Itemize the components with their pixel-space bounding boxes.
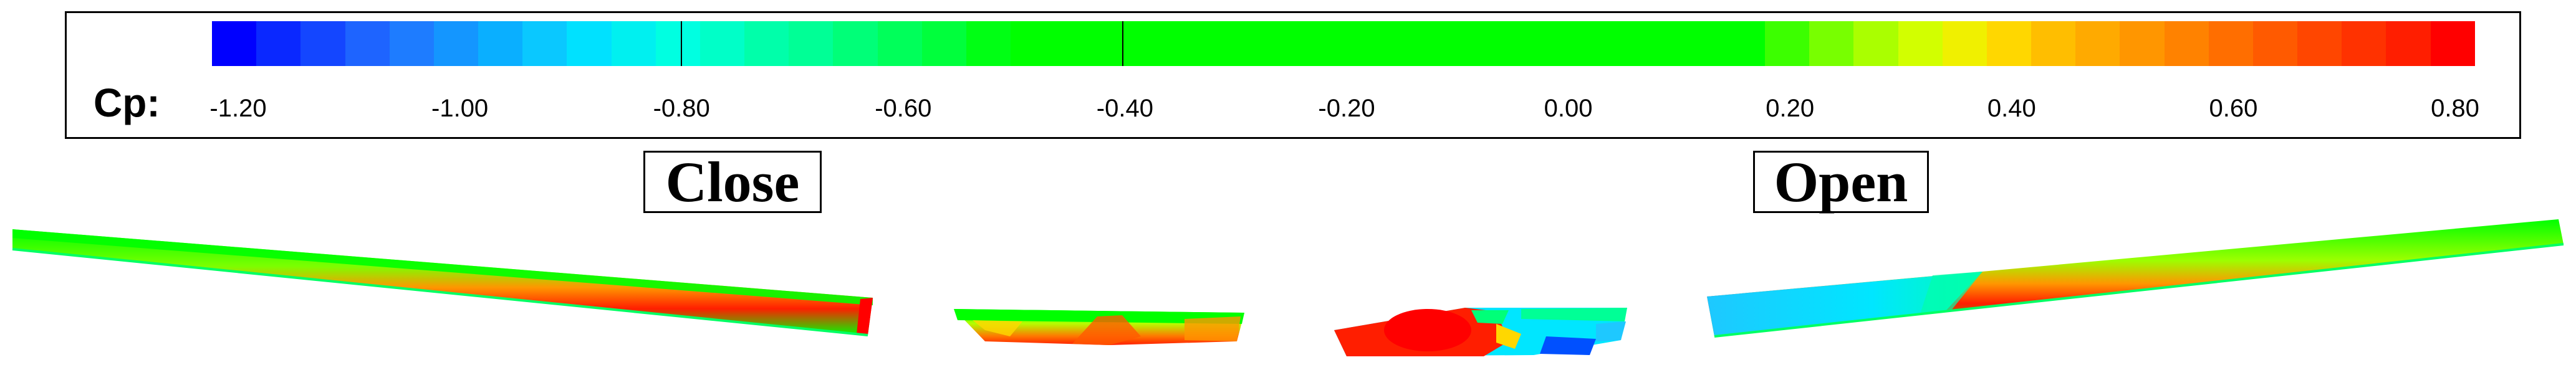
right-outer-wing xyxy=(1707,219,2564,338)
colorbar-segment xyxy=(1543,21,1588,66)
colorbar-tick-label: -0.40 xyxy=(1096,95,1153,122)
colorbar-segment xyxy=(1676,21,1721,66)
colorbar-segment xyxy=(2120,21,2165,66)
right-inner-wing xyxy=(1334,308,1627,356)
colorbar-tick-label: 0.60 xyxy=(2209,95,2258,122)
colorbar-segment xyxy=(1942,21,1987,66)
colorbar-segment xyxy=(744,21,789,66)
colorbar-segment xyxy=(1898,21,1943,66)
colorbar-segment xyxy=(655,21,700,66)
colorbar-segment xyxy=(1720,21,1766,66)
colorbar-segment xyxy=(1143,21,1188,66)
colorbar-segment xyxy=(212,21,257,66)
colorbar-tick-label: 0.40 xyxy=(1987,95,2036,122)
colorbar-segment xyxy=(2342,21,2386,66)
colorbar-strip xyxy=(212,21,2475,66)
colorbar-segment xyxy=(789,21,834,66)
colorbar-segment xyxy=(2075,21,2120,66)
colorbar-segment xyxy=(2430,21,2475,66)
colorbar-segment xyxy=(2031,21,2076,66)
left-outer-wing xyxy=(12,229,873,336)
colorbar-segment xyxy=(1498,21,1544,66)
colorbar-segment xyxy=(1277,21,1322,66)
open-state-label: Open xyxy=(1753,151,1929,213)
colorbar-tick-label: -0.60 xyxy=(875,95,932,122)
colorbar-segment xyxy=(389,21,434,66)
left-inner-wing xyxy=(954,309,1244,345)
colorbar-divider xyxy=(1122,21,1123,66)
colorbar-segment xyxy=(877,21,922,66)
colorbar-tick-label: -0.20 xyxy=(1318,95,1375,122)
colorbar-segment xyxy=(567,21,612,66)
colorbar-segment xyxy=(1986,21,2032,66)
colorbar-segment xyxy=(2297,21,2342,66)
colorbar-variable-label: Cp: xyxy=(94,80,160,125)
colorbar-segment xyxy=(1011,21,1055,66)
colorbar-tick-label: 0.00 xyxy=(1544,95,1593,122)
colorbar-segment xyxy=(1232,21,1277,66)
colorbar-segment xyxy=(921,21,966,66)
colorbar-segment xyxy=(2386,21,2431,66)
colorbar-segment xyxy=(2252,21,2298,66)
colorbar-segment xyxy=(478,21,523,66)
colorbar-segment xyxy=(833,21,878,66)
colorbar-segment xyxy=(1853,21,1898,66)
colorbar-segment xyxy=(699,21,745,66)
colorbar-segment xyxy=(1765,21,1810,66)
colorbar-tick-label: -1.20 xyxy=(209,95,267,122)
colorbar-segment xyxy=(1454,21,1499,66)
colorbar-segment xyxy=(1632,21,1676,66)
colorbar-segment xyxy=(1410,21,1454,66)
colorbar-segment xyxy=(1587,21,1632,66)
colorbar-segment xyxy=(2208,21,2253,66)
colorbar-tick-label: 0.20 xyxy=(1766,95,1815,122)
colorbar-tick-label: -1.00 xyxy=(431,95,489,122)
colorbar-segment xyxy=(256,21,301,66)
colorbar-segment xyxy=(300,21,345,66)
colorbar-segment xyxy=(1321,21,1366,66)
colorbar-segment xyxy=(611,21,656,66)
close-state-label: Close xyxy=(643,151,822,213)
colorbar-segment xyxy=(1188,21,1233,66)
colorbar-segment xyxy=(345,21,390,66)
colorbar-segment xyxy=(1055,21,1100,66)
colorbar-frame xyxy=(65,11,2521,139)
colorbar-segment xyxy=(433,21,479,66)
colorbar-segment xyxy=(2164,21,2209,66)
colorbar-tick-label: -0.80 xyxy=(653,95,710,122)
colorbar-tick-label: 0.80 xyxy=(2431,95,2479,122)
colorbar-segment xyxy=(1099,21,1144,66)
colorbar-segment xyxy=(966,21,1011,66)
colorbar-segment xyxy=(522,21,567,66)
colorbar-segment xyxy=(1809,21,1854,66)
colorbar-divider xyxy=(681,21,682,66)
colorbar-segment xyxy=(1365,21,1410,66)
